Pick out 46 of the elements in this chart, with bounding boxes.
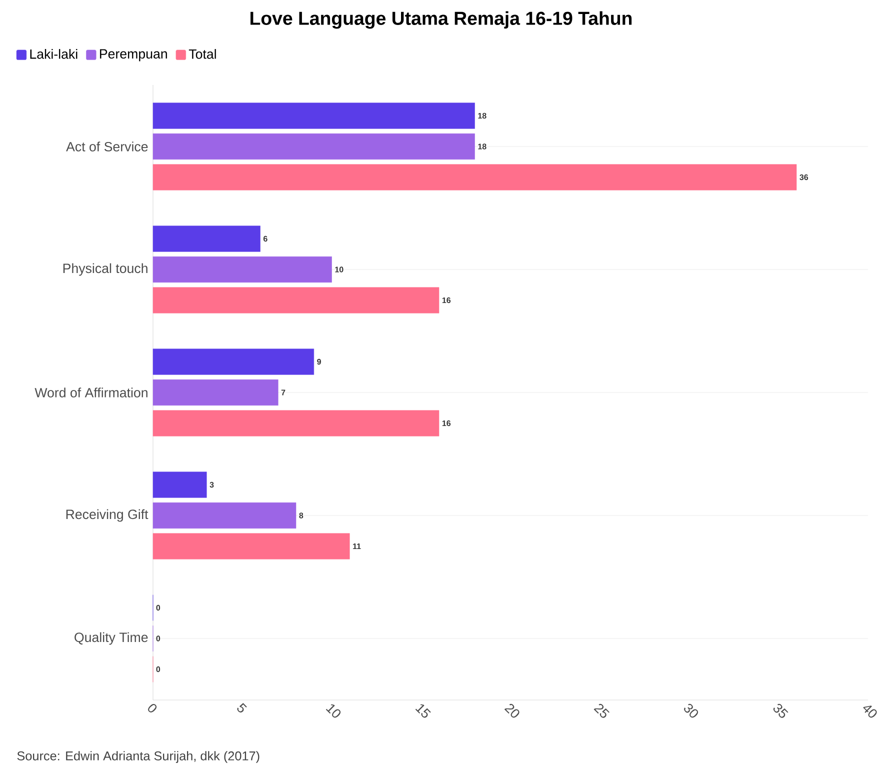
data-label: 0 [156, 604, 160, 610]
y-tick-label: Quality Time [74, 632, 148, 645]
bar [152, 472, 207, 498]
data-label: 3 [210, 482, 214, 488]
bar [152, 164, 797, 190]
x-tick-label: 15 [415, 704, 431, 718]
data-label: 18 [478, 144, 486, 150]
data-label: 16 [442, 420, 451, 426]
data-label: 18 [478, 112, 486, 118]
data-label: 8 [299, 512, 304, 518]
bar [152, 226, 260, 252]
y-tick-label: Receiving Gift [66, 509, 148, 522]
data-label: 16 [442, 297, 451, 303]
x-tick-label: 10 [326, 704, 341, 718]
data-label: 11 [353, 543, 361, 549]
bar [152, 502, 296, 528]
data-label: 7 [281, 390, 286, 396]
x-tick-label: 40 [863, 705, 877, 718]
data-label: 6 [263, 236, 268, 242]
bar [152, 379, 278, 406]
y-tick-label: Word of Affirmation [34, 387, 148, 398]
data-label: 0 [156, 666, 160, 672]
x-tick-label: 0 [148, 704, 157, 712]
legend-label: Laki-laki [30, 48, 78, 59]
data-label: 9 [317, 358, 321, 364]
bar [152, 410, 440, 436]
data-label: 10 [335, 266, 344, 272]
bar [152, 348, 314, 375]
bar [152, 133, 475, 160]
y-tick-label: Act of Service [66, 141, 148, 152]
legend-label: Total [188, 48, 216, 59]
x-tick-label: 30 [684, 704, 698, 718]
y-tick-label: Physical touch [63, 263, 148, 276]
x-tick-label: 20 [504, 704, 520, 718]
bar [152, 256, 332, 282]
bar [152, 287, 440, 314]
x-tick-label: 25 [594, 704, 610, 718]
x-tick-label: 35 [773, 704, 788, 718]
chart-title: Love Language Utama Remaja 16-19 Tahun [250, 11, 632, 29]
data-label: 0 [156, 636, 160, 642]
source-note: Source: Edwin Adrianta Surijah, dkk (2017) [17, 750, 260, 763]
legend-label: Perempuan [100, 49, 167, 62]
x-tick-label: 5 [237, 702, 247, 712]
bar [152, 102, 475, 129]
data-label: 36 [800, 174, 808, 180]
bar [152, 533, 350, 560]
